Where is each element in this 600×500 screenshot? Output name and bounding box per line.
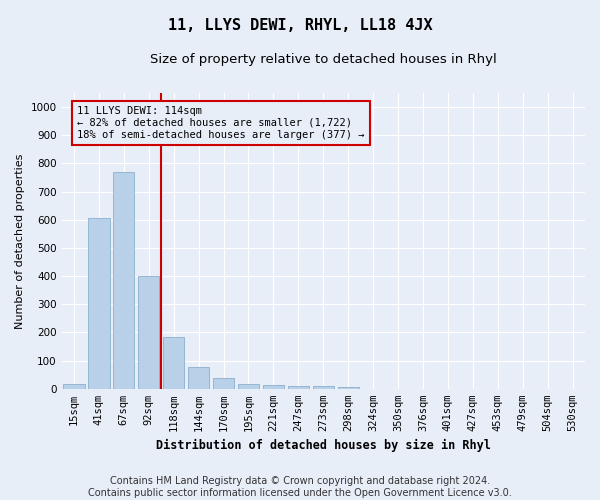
Title: Size of property relative to detached houses in Rhyl: Size of property relative to detached ho… [150, 52, 497, 66]
X-axis label: Distribution of detached houses by size in Rhyl: Distribution of detached houses by size … [156, 440, 491, 452]
Bar [238, 384, 259, 388]
Text: 11, LLYS DEWI, RHYL, LL18 4JX: 11, LLYS DEWI, RHYL, LL18 4JX [167, 18, 433, 32]
Bar [263, 386, 284, 388]
Bar [213, 378, 234, 388]
Bar [88, 218, 110, 388]
Bar [313, 386, 334, 388]
Bar [163, 336, 184, 388]
Bar [138, 276, 160, 388]
Bar [288, 386, 309, 388]
Text: Contains HM Land Registry data © Crown copyright and database right 2024.
Contai: Contains HM Land Registry data © Crown c… [88, 476, 512, 498]
Bar [113, 172, 134, 388]
Bar [188, 367, 209, 388]
Text: 11 LLYS DEWI: 114sqm
← 82% of detached houses are smaller (1,722)
18% of semi-de: 11 LLYS DEWI: 114sqm ← 82% of detached h… [77, 106, 365, 140]
Bar [64, 384, 85, 388]
Y-axis label: Number of detached properties: Number of detached properties [15, 153, 25, 328]
